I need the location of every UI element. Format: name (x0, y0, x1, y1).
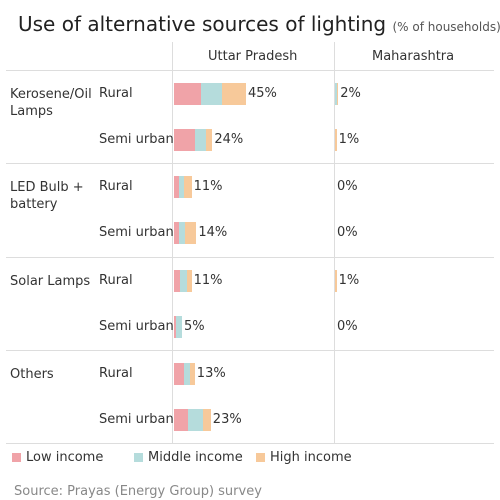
value-label: 5% (184, 318, 205, 334)
value-label: 2% (340, 86, 361, 101)
bar-segment (206, 129, 213, 151)
source: Source: Prayas (Energy Group) survey (14, 484, 262, 499)
row-divider (6, 256, 494, 258)
bar-segment (194, 129, 206, 151)
value-label: 45% (248, 86, 277, 101)
value-label: 14% (198, 225, 228, 241)
divider (172, 42, 173, 444)
bar-segment (174, 408, 189, 431)
divider (334, 42, 335, 444)
bar-segment (335, 83, 337, 105)
bar-segment (185, 222, 197, 245)
legend-label: Middle income (148, 450, 243, 465)
value-label: 11% (193, 179, 223, 195)
chart-title: Use of alternative sources of lighting (18, 12, 387, 36)
bar-segment (186, 269, 192, 292)
title-block: Use of alternative sources of lighting (… (18, 12, 500, 36)
bar-segment (336, 83, 339, 105)
legend-label: High income (270, 450, 352, 465)
value-label: 11% (193, 272, 223, 288)
value-label: 13% (196, 365, 226, 381)
bar-segment (201, 83, 222, 105)
row-divider (6, 349, 494, 351)
bar-segment (188, 408, 203, 431)
row-label: Semi urban (99, 411, 174, 427)
legend-swatch (256, 453, 265, 462)
panel-header: Uttar Pradesh (208, 49, 298, 64)
group-label: Solar Lamps (10, 273, 91, 289)
bar-segment (183, 362, 190, 385)
row-divider (6, 443, 494, 445)
bar-segment (174, 269, 181, 292)
chart-subtitle: (% of households) (392, 20, 500, 34)
bar-segment (222, 83, 246, 105)
bar-segment (178, 176, 184, 199)
value-label: 24% (214, 132, 244, 147)
bar-segment (175, 315, 182, 338)
value-label: 0% (337, 318, 358, 334)
row-label: Rural (99, 86, 133, 101)
group-label: LED Bulb + battery (10, 180, 84, 213)
bar-segment (335, 269, 337, 292)
bar-segment (174, 362, 184, 385)
bar-segment (174, 129, 195, 151)
row-label: Rural (99, 365, 133, 381)
group-label: Kerosene/Oil Lamps (10, 87, 92, 119)
bar-segment (335, 129, 337, 151)
row-label: Semi urban (99, 225, 174, 241)
bar-segment (190, 362, 195, 385)
bar-segment (174, 315, 176, 338)
row-label: Rural (99, 272, 133, 288)
legend-swatch (12, 453, 21, 462)
bar-segment (178, 222, 186, 245)
value-label: 1% (338, 132, 360, 147)
value-label: 0% (337, 179, 358, 195)
row-divider (6, 163, 494, 165)
row-label: Rural (99, 179, 133, 195)
bar-segment (202, 408, 211, 431)
bar-segment (183, 176, 192, 199)
value-label: 0% (337, 225, 358, 241)
bar-segment (174, 222, 179, 245)
bar-segment (180, 269, 187, 292)
legend-swatch (134, 453, 143, 462)
bar-segment (174, 83, 202, 105)
row-divider (6, 70, 494, 71)
panel-header: Maharashtra (372, 49, 455, 64)
group-label: Others (10, 366, 54, 382)
value-label: 1% (338, 272, 360, 288)
bar-segment (174, 176, 179, 199)
row-label: Semi urban (99, 132, 174, 147)
value-label: 23% (212, 411, 242, 427)
row-label: Semi urban (99, 318, 174, 334)
legend-label: Low income (26, 450, 104, 465)
